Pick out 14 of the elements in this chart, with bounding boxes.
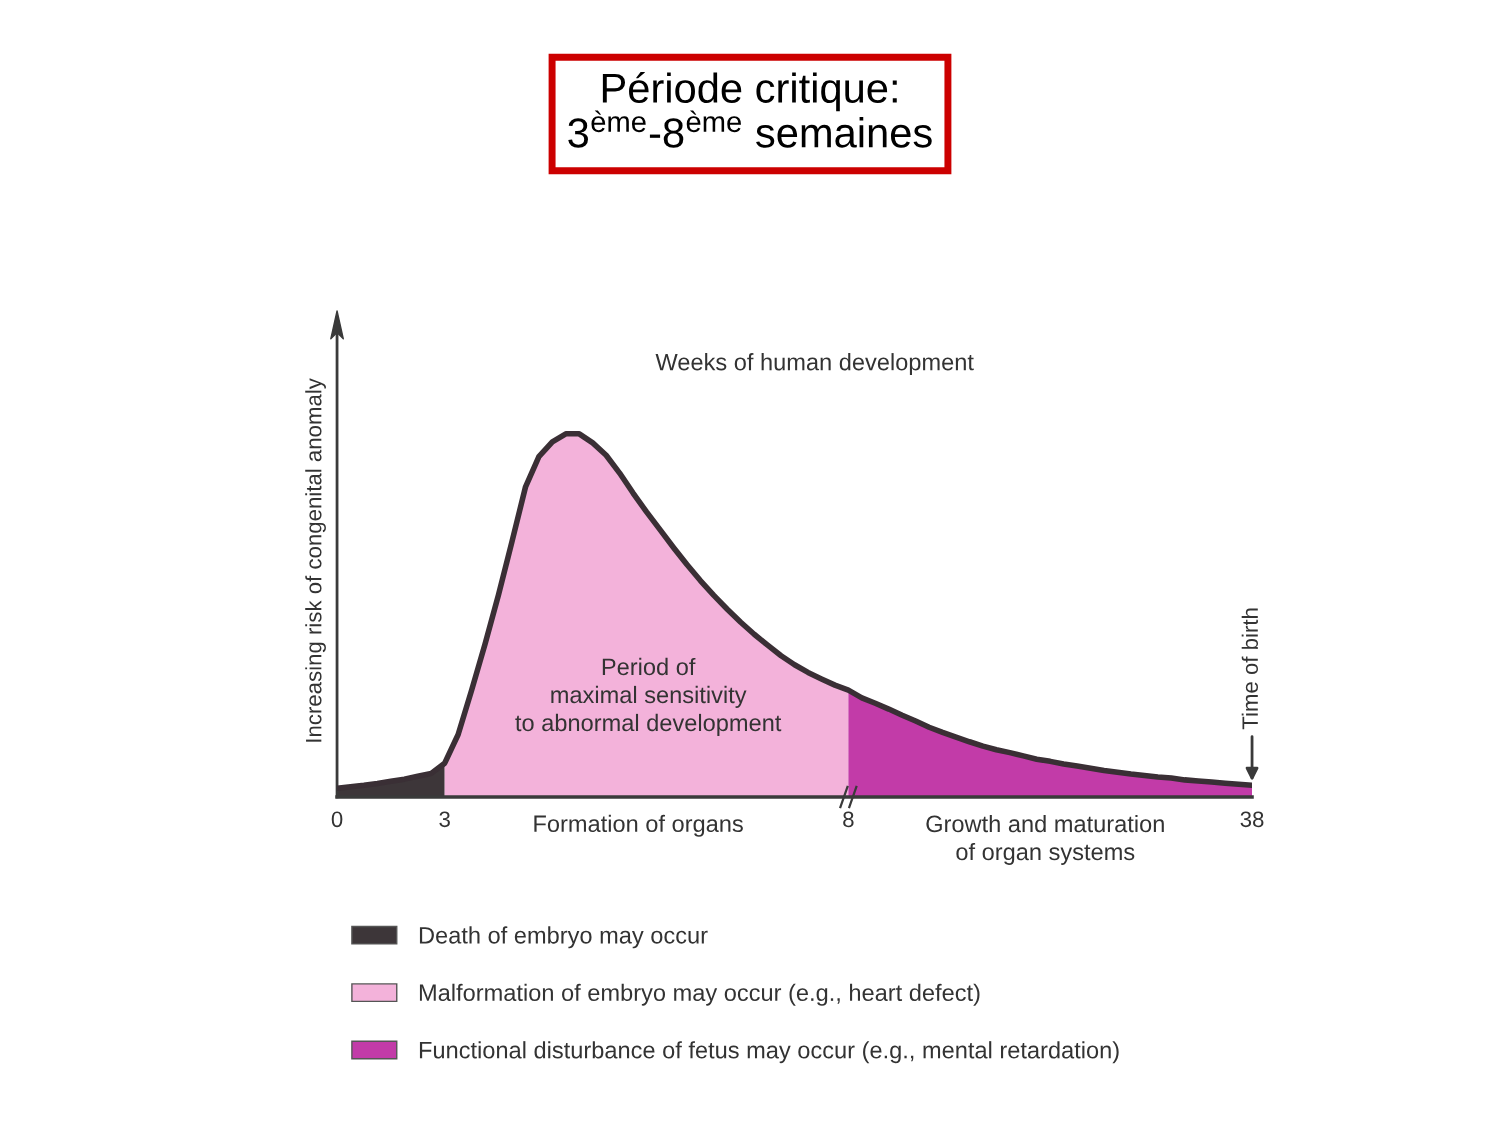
legend-label: Malformation of embryo may occur (e.g., heart defect) [419,983,980,1006]
annotation: Period of maximal sensitivity to abnormal development [515,657,782,736]
x-tick-label: 3 [439,811,450,828]
x-axis-title: Weeks of human development [655,353,974,376]
text: Formation of organs [534,814,743,837]
legend-label: Death of embryo may occur [419,926,708,949]
text: Growth and maturation of organ systems [926,814,1164,865]
chart-title: Période critique: 3$^{ème}$-8$^{ème}$ semaines [568,71,932,148]
x-tick-label: 0 [331,811,343,828]
legend-label: Functional disturbance of fetus may occur (e.g., mental retardation) [419,1041,1119,1064]
annotation: Time of birth [1241,608,1259,730]
y-axis-title: Increasing risk of congenital anomaly [305,378,326,742]
x-tick-label: 38 [1240,811,1264,828]
x-tick-label: 8 [843,811,854,828]
